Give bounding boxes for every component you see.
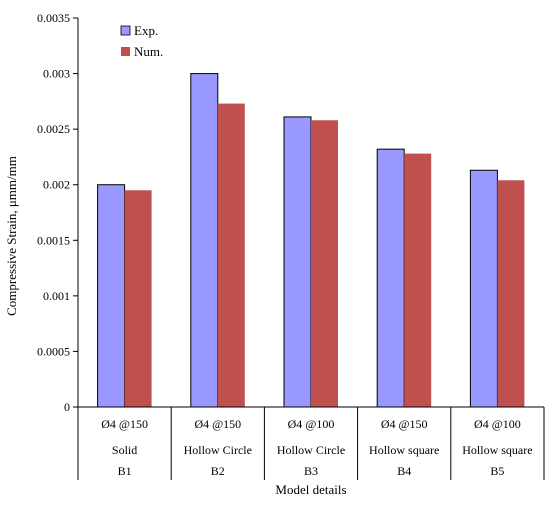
x-cat-line1-2: Ø4 @150 [194, 417, 241, 431]
bar-num-3 [311, 120, 338, 407]
x-cat-line2-4: Hollow square [369, 443, 439, 457]
x-cat-line3-3: B3 [304, 464, 318, 478]
bar-num-5 [497, 180, 525, 407]
x-cat-line3-5: B5 [490, 464, 504, 478]
y-tick-label-2: 0.001 [43, 289, 70, 303]
axes [77, 18, 544, 408]
x-cat-line2-2: Hollow Circle [184, 443, 252, 457]
x-cat-line2-5: Hollow square [462, 443, 532, 457]
bar-num-2 [217, 103, 245, 407]
x-cat-line2-1: Solid [112, 443, 137, 457]
x-cat-line1-5: Ø4 @100 [474, 417, 521, 431]
legend: Exp. Num. [120, 23, 163, 59]
x-cat-line3-4: B4 [397, 464, 411, 478]
x-cat-line1-1: Ø4 @150 [101, 417, 148, 431]
y-axis-ticks: 0 0.0005 0.001 0.0015 0.002 0.0025 0.003 0.0035 [37, 11, 78, 414]
y-tick-label-6: 0.003 [43, 67, 70, 81]
y-axis-title: Compressive Strain, μmm/mm [4, 156, 19, 316]
legend-label-1: Exp. [134, 23, 158, 38]
y-tick-label-5: 0.0025 [37, 122, 70, 136]
x-cat-line1-3: Ø4 @100 [288, 417, 335, 431]
legend-swatch-1 [120, 25, 131, 36]
x-axis-categories: Ø4 @150 Solid B1 Ø4 @150 Hollow Circle B2 Ø4 @… [77, 407, 545, 480]
y-tick-label-4: 0.002 [43, 178, 70, 192]
bar-exp-2 [190, 73, 219, 408]
bars [97, 73, 525, 408]
bar-exp-4 [376, 148, 405, 408]
x-cat-line3-1: B1 [118, 464, 132, 478]
y-tick-label-1: 0.0005 [37, 344, 70, 358]
bar-exp-1 [97, 184, 126, 408]
x-cat-line2-3: Hollow Circle [277, 443, 345, 457]
legend-label-2: Num. [134, 44, 163, 59]
legend-swatch-2 [121, 47, 130, 56]
bar-num-4 [404, 153, 432, 407]
x-cat-line1-4: Ø4 @150 [381, 417, 428, 431]
x-axis-title: Model details [275, 482, 346, 497]
y-tick-label-3: 0.0015 [37, 233, 70, 247]
bar-exp-3 [283, 116, 312, 408]
bar-num-1 [124, 190, 152, 407]
y-tick-label-7: 0.0035 [37, 11, 70, 25]
y-tick-label-0: 0 [64, 400, 70, 414]
x-cat-line3-2: B2 [211, 464, 225, 478]
bar-exp-5 [469, 169, 498, 408]
